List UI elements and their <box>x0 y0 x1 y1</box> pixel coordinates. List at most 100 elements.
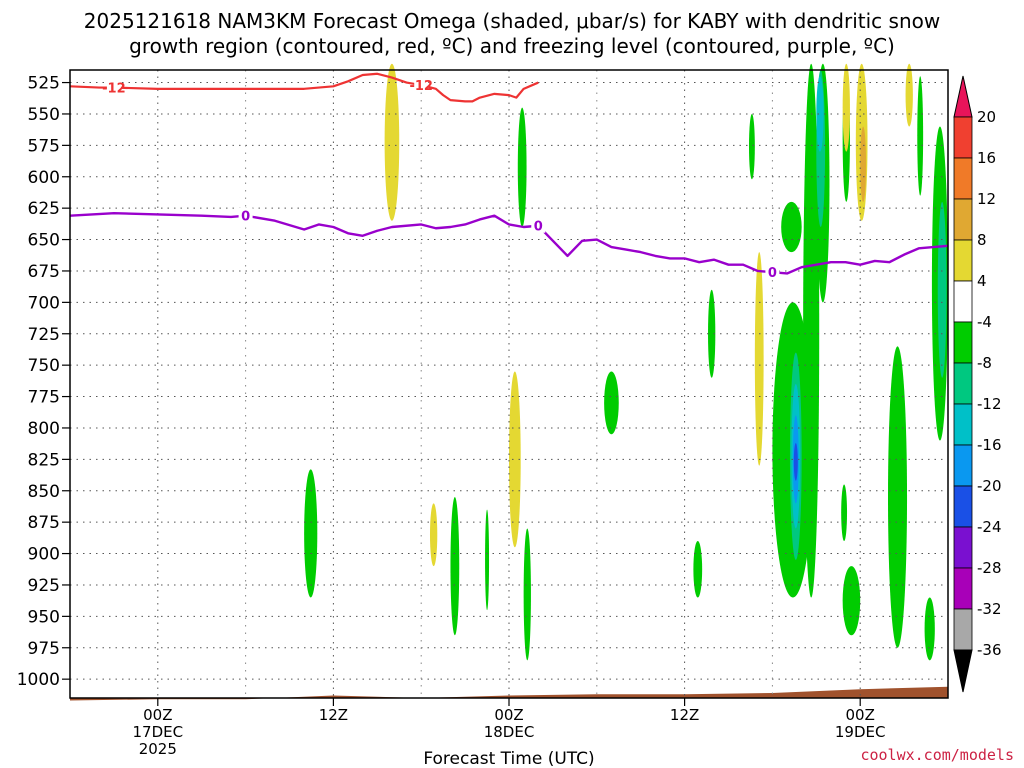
colorbar-segment-6 <box>953 362 973 405</box>
omega-region-18 <box>304 469 318 598</box>
contour-layer: 0 0 0 -12 -12 <box>69 72 949 281</box>
colorbar-label-0: 20 <box>977 108 996 126</box>
x-tick-label-24-1: 18DEC <box>484 723 535 741</box>
omega-region-10 <box>842 566 861 636</box>
omega-region-22 <box>937 201 947 378</box>
y-tick-label-625: 625 <box>28 199 60 219</box>
colorbar-segment-3 <box>953 239 973 282</box>
omega-region-15 <box>604 371 619 435</box>
terrain-layer <box>70 686 948 701</box>
colorbar-label-4: 4 <box>977 272 987 290</box>
x-tick-label-0-2: 2025 <box>139 740 177 758</box>
y-tick-label-850: 850 <box>28 482 60 502</box>
colorbar-segment-11 <box>953 567 973 610</box>
y-axis: 525 550 575 600 625 650 675 700 725 750 775 800 825 8… <box>17 74 70 690</box>
omega-region-7 <box>888 346 908 648</box>
omega-region-28 <box>842 63 850 152</box>
y-tick-label-950: 950 <box>28 607 60 627</box>
dgz-contour-label-0: -12 <box>102 82 126 97</box>
colorbar-segment-9 <box>953 485 973 528</box>
y-tick-label-875: 875 <box>28 513 60 533</box>
y-tick-label-750: 750 <box>28 356 60 376</box>
dgz-contour-label-1: -12 <box>409 79 433 94</box>
x-tick-label-36-0: 12Z <box>670 706 699 724</box>
y-tick-label-650: 650 <box>28 231 60 251</box>
omega-region-17 <box>523 528 531 661</box>
colorbar-label-2: 12 <box>977 190 996 208</box>
omega-region-30 <box>905 63 913 127</box>
colorbar-label-10: -24 <box>977 518 1002 536</box>
omega-shading-layer <box>304 63 948 661</box>
x-tick-label-24-0: 00Z <box>494 706 523 724</box>
colorbar-label-12: -32 <box>977 600 1002 618</box>
plot-area: 0 0 0 -12 -12 <box>69 63 949 701</box>
grid-layer <box>70 70 948 698</box>
y-tick-label-525: 525 <box>28 74 60 94</box>
omega-region-26 <box>793 443 798 481</box>
x-axis-title: Forecast Time (UTC) <box>423 749 594 768</box>
colorbar-label-7: -12 <box>977 395 1002 413</box>
freezing-level-contour-label-1: 0 <box>534 220 543 235</box>
colorbar-label-11: -28 <box>977 559 1002 577</box>
colorbar-segment-7 <box>953 403 973 446</box>
freezing-level-contour-label-2: 0 <box>768 266 777 281</box>
x-tick-label-48-1: 19DEC <box>835 723 886 741</box>
dgz-contour-label-bg-1 <box>414 77 429 93</box>
y-tick-label-825: 825 <box>28 450 60 470</box>
y-tick-label-675: 675 <box>28 262 60 282</box>
omega-region-34 <box>860 126 867 202</box>
colorbar-label-9: -20 <box>977 477 1002 495</box>
colorbar-top-arrow <box>953 75 973 118</box>
colorbar-segment-1 <box>953 157 973 200</box>
colorbar-segment-5 <box>953 321 973 364</box>
colorbar-label-8: -16 <box>977 436 1002 454</box>
colorbar-label-1: 16 <box>977 149 996 167</box>
y-tick-label-550: 550 <box>28 105 60 125</box>
y-tick-label-1000: 1000 <box>17 670 60 690</box>
y-tick-label-775: 775 <box>28 388 60 408</box>
omega-region-12 <box>924 597 935 661</box>
colorbar-segment-4 <box>953 280 973 323</box>
omega-region-31 <box>509 371 521 548</box>
colorbar-label-6: -8 <box>977 354 992 372</box>
omega-region-24 <box>816 76 824 152</box>
terrain-fill <box>70 686 948 701</box>
omega-region-32 <box>754 252 764 466</box>
omega-region-27 <box>384 63 400 221</box>
x-tick-label-0-1: 17DEC <box>133 723 184 741</box>
omega-region-19 <box>693 541 703 598</box>
omega-region-16 <box>708 289 716 378</box>
y-tick-label-975: 975 <box>28 639 60 659</box>
colorbar-segment-8 <box>953 444 973 487</box>
y-tick-label-575: 575 <box>28 136 60 156</box>
y-tick-label-600: 600 <box>28 168 60 188</box>
x-tick-label-0-0: 00Z <box>143 706 172 724</box>
colorbar-segment-10 <box>953 526 973 569</box>
freezing-level-contour-label-bg-0 <box>238 207 253 223</box>
omega-region-8 <box>917 76 924 196</box>
y-tick-label-725: 725 <box>28 325 60 345</box>
colorbar-label-5: -4 <box>977 313 992 331</box>
omega-region-11 <box>841 484 848 541</box>
dgz-contour <box>69 72 539 103</box>
credit-text: coolwx.com/models <box>860 746 1014 764</box>
omega-region-0 <box>748 113 755 180</box>
freezing-level-contour <box>69 211 949 275</box>
y-tick-label-925: 925 <box>28 576 60 596</box>
freezing-level-contour-label-bg-2 <box>765 264 780 280</box>
y-tick-label-700: 700 <box>28 293 60 313</box>
colorbar-segment-2 <box>953 198 973 241</box>
y-tick-label-800: 800 <box>28 419 60 439</box>
colorbar-label-3: 8 <box>977 231 987 249</box>
omega-region-13 <box>450 497 460 636</box>
dgz-contour-label-bg-0 <box>106 79 121 95</box>
freezing-level-contour-label-0: 0 <box>241 210 250 225</box>
chart-title-line-2: growth region (contoured, red, ºC) and f… <box>129 34 895 58</box>
colorbar-bottom-arrow <box>953 649 973 693</box>
colorbar-label-13: -36 <box>977 641 1002 659</box>
chart-title-line-1: 2025121618 NAM3KM Forecast Omega (shaded… <box>84 9 940 33</box>
x-tick-label-12-0: 12Z <box>319 706 348 724</box>
colorbar: 20 16 12 8 4 -4 -8 -12 -16 -20 -24 -28 -32 -36 <box>953 75 1002 693</box>
